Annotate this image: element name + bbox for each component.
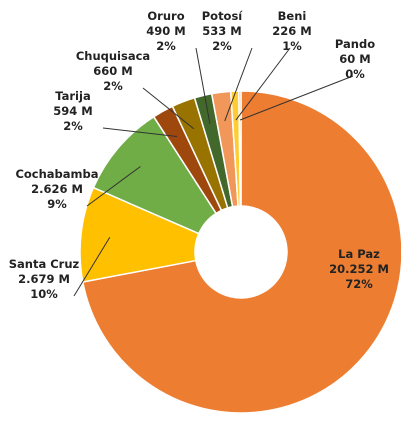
value-label: 60 M [339,52,370,66]
percent-label: 2% [63,119,83,133]
value-label: 660 M [93,64,132,78]
percent-label: 2% [212,39,232,53]
percent-label: 2% [103,79,123,93]
value-label: 226 M [272,24,311,38]
leader-line [235,47,291,121]
leader-line [102,127,178,138]
leader-line [224,47,253,122]
percent-label: 1% [282,39,302,53]
category-label: Cochabamba [15,167,98,181]
category-label: Pando [335,37,375,51]
percent-label: 72% [345,277,373,291]
percent-label: 10% [30,287,58,301]
category-label: Santa Cruz [9,257,80,271]
percent-label: 0% [345,67,365,81]
value-label: 2.626 M [31,182,83,196]
category-label: Tarija [55,89,90,103]
leader-line [86,166,141,207]
value-label: 533 M [202,24,241,38]
category-label: Oruro [147,9,184,23]
value-label: 20.252 M [329,262,389,276]
percent-label: 9% [47,197,67,211]
value-label: 2.679 M [18,272,70,286]
slice [79,186,200,283]
leader-line [195,47,211,124]
category-label: La Paz [338,247,380,261]
percent-label: 2% [156,39,176,53]
category-label: Chuquisaca [76,49,150,63]
slice [81,90,401,414]
leader-line [239,75,354,121]
value-label: 594 M [53,104,92,118]
leader-line [142,87,195,130]
category-label: Beni [278,9,307,23]
value-label: 490 M [146,24,185,38]
leader-line [73,236,111,297]
category-label: Potosí [202,9,244,23]
